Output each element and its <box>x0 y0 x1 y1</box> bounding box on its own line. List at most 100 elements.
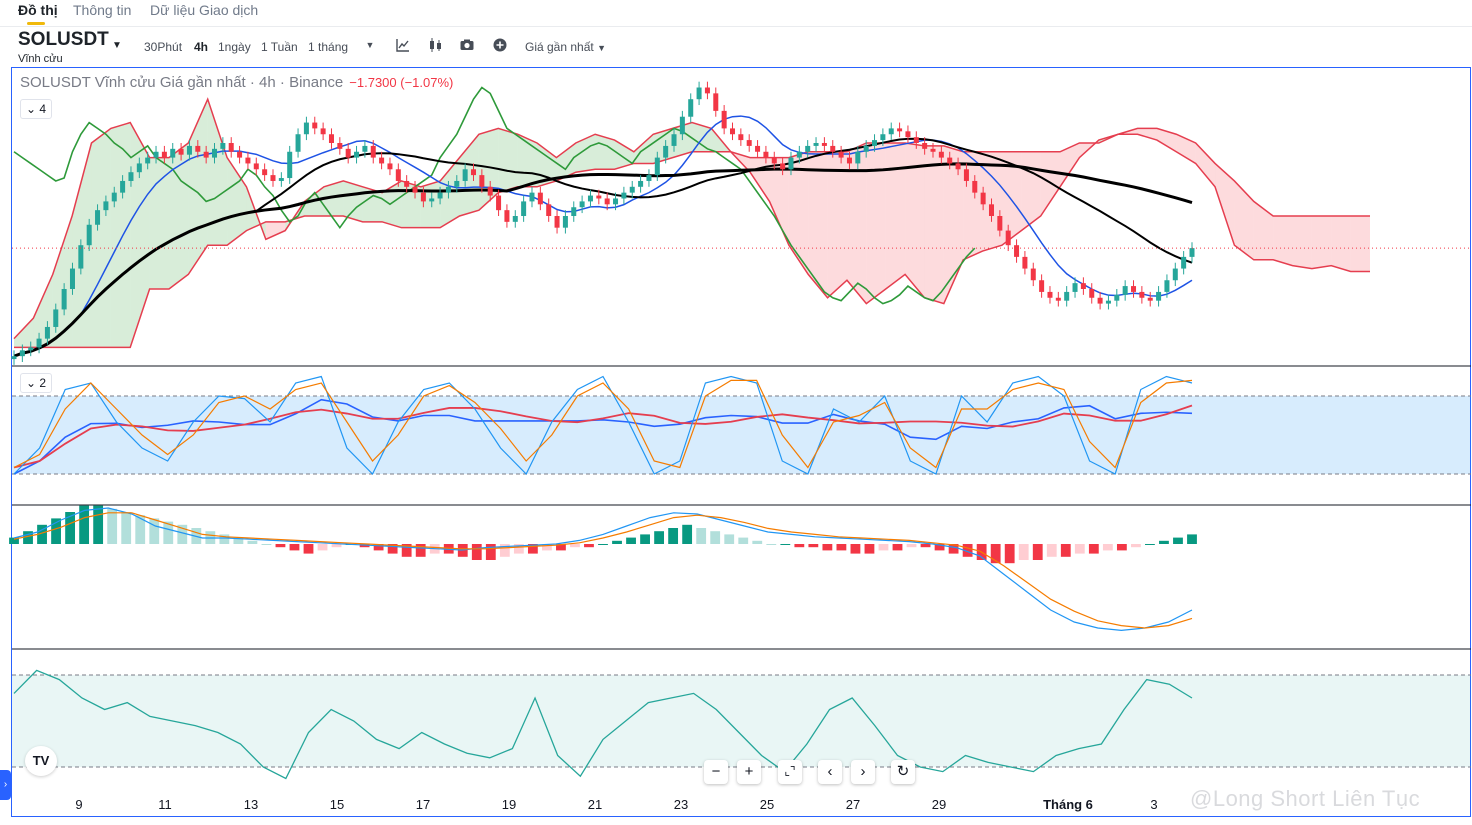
candle-body <box>830 145 836 152</box>
candle-body <box>120 180 126 193</box>
candle-body <box>1039 280 1045 292</box>
candle-body <box>880 134 886 141</box>
scroll-right-icon[interactable]: › <box>851 760 875 784</box>
interval-1d[interactable]: 1ngày <box>218 40 251 54</box>
cloud-segment <box>401 180 421 228</box>
main-pane-indicator-toggle[interactable]: ⌄ 4 <box>20 99 52 119</box>
interval-1m[interactable]: 1 tháng <box>308 40 349 54</box>
macd-histogram-bar <box>303 544 314 554</box>
zoom-in-icon[interactable]: + <box>737 760 761 784</box>
candle-body <box>470 169 477 176</box>
cloud-segment <box>1156 128 1177 152</box>
kijun-line <box>13 115 1193 357</box>
cloud-segment <box>168 143 189 289</box>
candle-body <box>638 180 644 187</box>
cloud-segment <box>459 134 479 216</box>
candle-body <box>412 186 418 193</box>
macd-histogram-bar <box>275 544 286 548</box>
cloud-segment <box>323 180 344 216</box>
candle-body <box>161 151 167 158</box>
interval-1w[interactable]: 1 Tuần <box>261 40 298 54</box>
cloud-segment <box>808 151 828 298</box>
candle-body <box>646 175 652 181</box>
cloud-segment <box>1195 143 1216 187</box>
candle-body <box>237 151 243 158</box>
macd-histogram-bar <box>401 544 412 557</box>
reset-zoom-icon[interactable]: ⌞⌝ <box>778 760 802 784</box>
cloud-segment <box>769 157 789 246</box>
candle-body <box>1156 291 1162 301</box>
candle-body <box>988 204 994 216</box>
candle-body <box>345 148 351 158</box>
stoch-pane-indicator-toggle[interactable]: ⌄ 2 <box>20 373 52 393</box>
stoch-rsi-d-line <box>13 379 1193 469</box>
price-type-selector[interactable]: Giá gần nhất ▼ <box>525 40 606 54</box>
candle-body <box>387 163 393 170</box>
symbol-selector[interactable]: SOLUSDT <box>18 29 109 50</box>
candle-body <box>153 151 159 158</box>
candle-body <box>738 134 744 141</box>
interval-4h[interactable]: 4h <box>194 40 209 54</box>
candle-body <box>846 157 852 164</box>
side-panel-toggle[interactable]: › <box>0 770 11 800</box>
cloud-segment <box>905 143 925 298</box>
reset-chart-icon[interactable]: ↻ <box>891 760 915 784</box>
scroll-left-icon[interactable]: ‹ <box>818 760 842 784</box>
candle-body <box>562 216 568 228</box>
more-intervals-icon[interactable]: ▼ <box>365 40 375 50</box>
candle-body <box>838 151 844 158</box>
tradingview-logo[interactable]: TV <box>25 746 57 776</box>
symbol-dropdown-icon[interactable]: ▼ <box>112 40 122 51</box>
cloud-segment <box>1021 151 1041 231</box>
active-tab-indicator <box>27 22 45 25</box>
cloud-segment <box>1350 216 1370 272</box>
tab-trading-data[interactable]: Dữ liệu Giao dịch <box>150 2 259 18</box>
candle-body <box>596 195 602 199</box>
interval-30m[interactable]: 30Phút <box>144 40 183 54</box>
chart-area[interactable] <box>11 67 1471 817</box>
add-icon[interactable] <box>492 37 508 53</box>
macd-signal-line <box>13 512 1193 629</box>
cloud-segment <box>130 122 150 348</box>
candle-body <box>888 128 894 135</box>
x-tick-label: 9 <box>75 797 83 812</box>
candle-body <box>604 198 610 205</box>
cloud-segment <box>207 99 228 246</box>
cloud-segment <box>846 143 867 304</box>
candle-body <box>546 204 552 216</box>
macd-histogram-bar <box>920 544 931 548</box>
x-tick-label: 27 <box>845 797 861 812</box>
candle-style-icon[interactable] <box>427 37 443 53</box>
candle-body <box>1181 256 1187 269</box>
indicators-icon[interactable] <box>395 37 411 53</box>
chart-legend: SOLUSDT Vĩnh cửu Giá gần nhất · 4h · Bin… <box>20 74 453 91</box>
cloud-segment <box>1060 143 1080 187</box>
candle-body <box>362 145 368 152</box>
cloud-segment <box>885 143 906 289</box>
cloud-segment <box>1001 151 1022 246</box>
macd-histogram-bar <box>177 524 188 544</box>
macd-histogram-bar <box>640 534 650 544</box>
candle-body <box>28 347 34 351</box>
cloud-segment <box>91 128 111 348</box>
cloud-segment <box>1273 216 1293 266</box>
candle-body <box>1064 291 1070 301</box>
candle-body <box>972 180 978 193</box>
macd-histogram-bar <box>1187 534 1197 544</box>
macd-histogram-bar <box>612 540 622 544</box>
candle-body <box>504 210 510 222</box>
candle-body <box>1022 256 1028 269</box>
candle-body <box>404 180 410 187</box>
cloud-segment <box>14 318 34 348</box>
screenshot-icon[interactable] <box>459 37 475 53</box>
tab-chart[interactable]: Đồ thị <box>18 2 58 18</box>
cloud-span-b-line <box>13 97 1370 340</box>
tab-info[interactable]: Thông tin <box>73 2 132 18</box>
candle-body <box>512 216 518 222</box>
candle-body <box>462 169 468 181</box>
candle-body <box>437 192 443 199</box>
zoom-out-icon[interactable]: − <box>704 760 728 784</box>
candle-body <box>212 148 218 158</box>
candle-body <box>420 192 426 202</box>
